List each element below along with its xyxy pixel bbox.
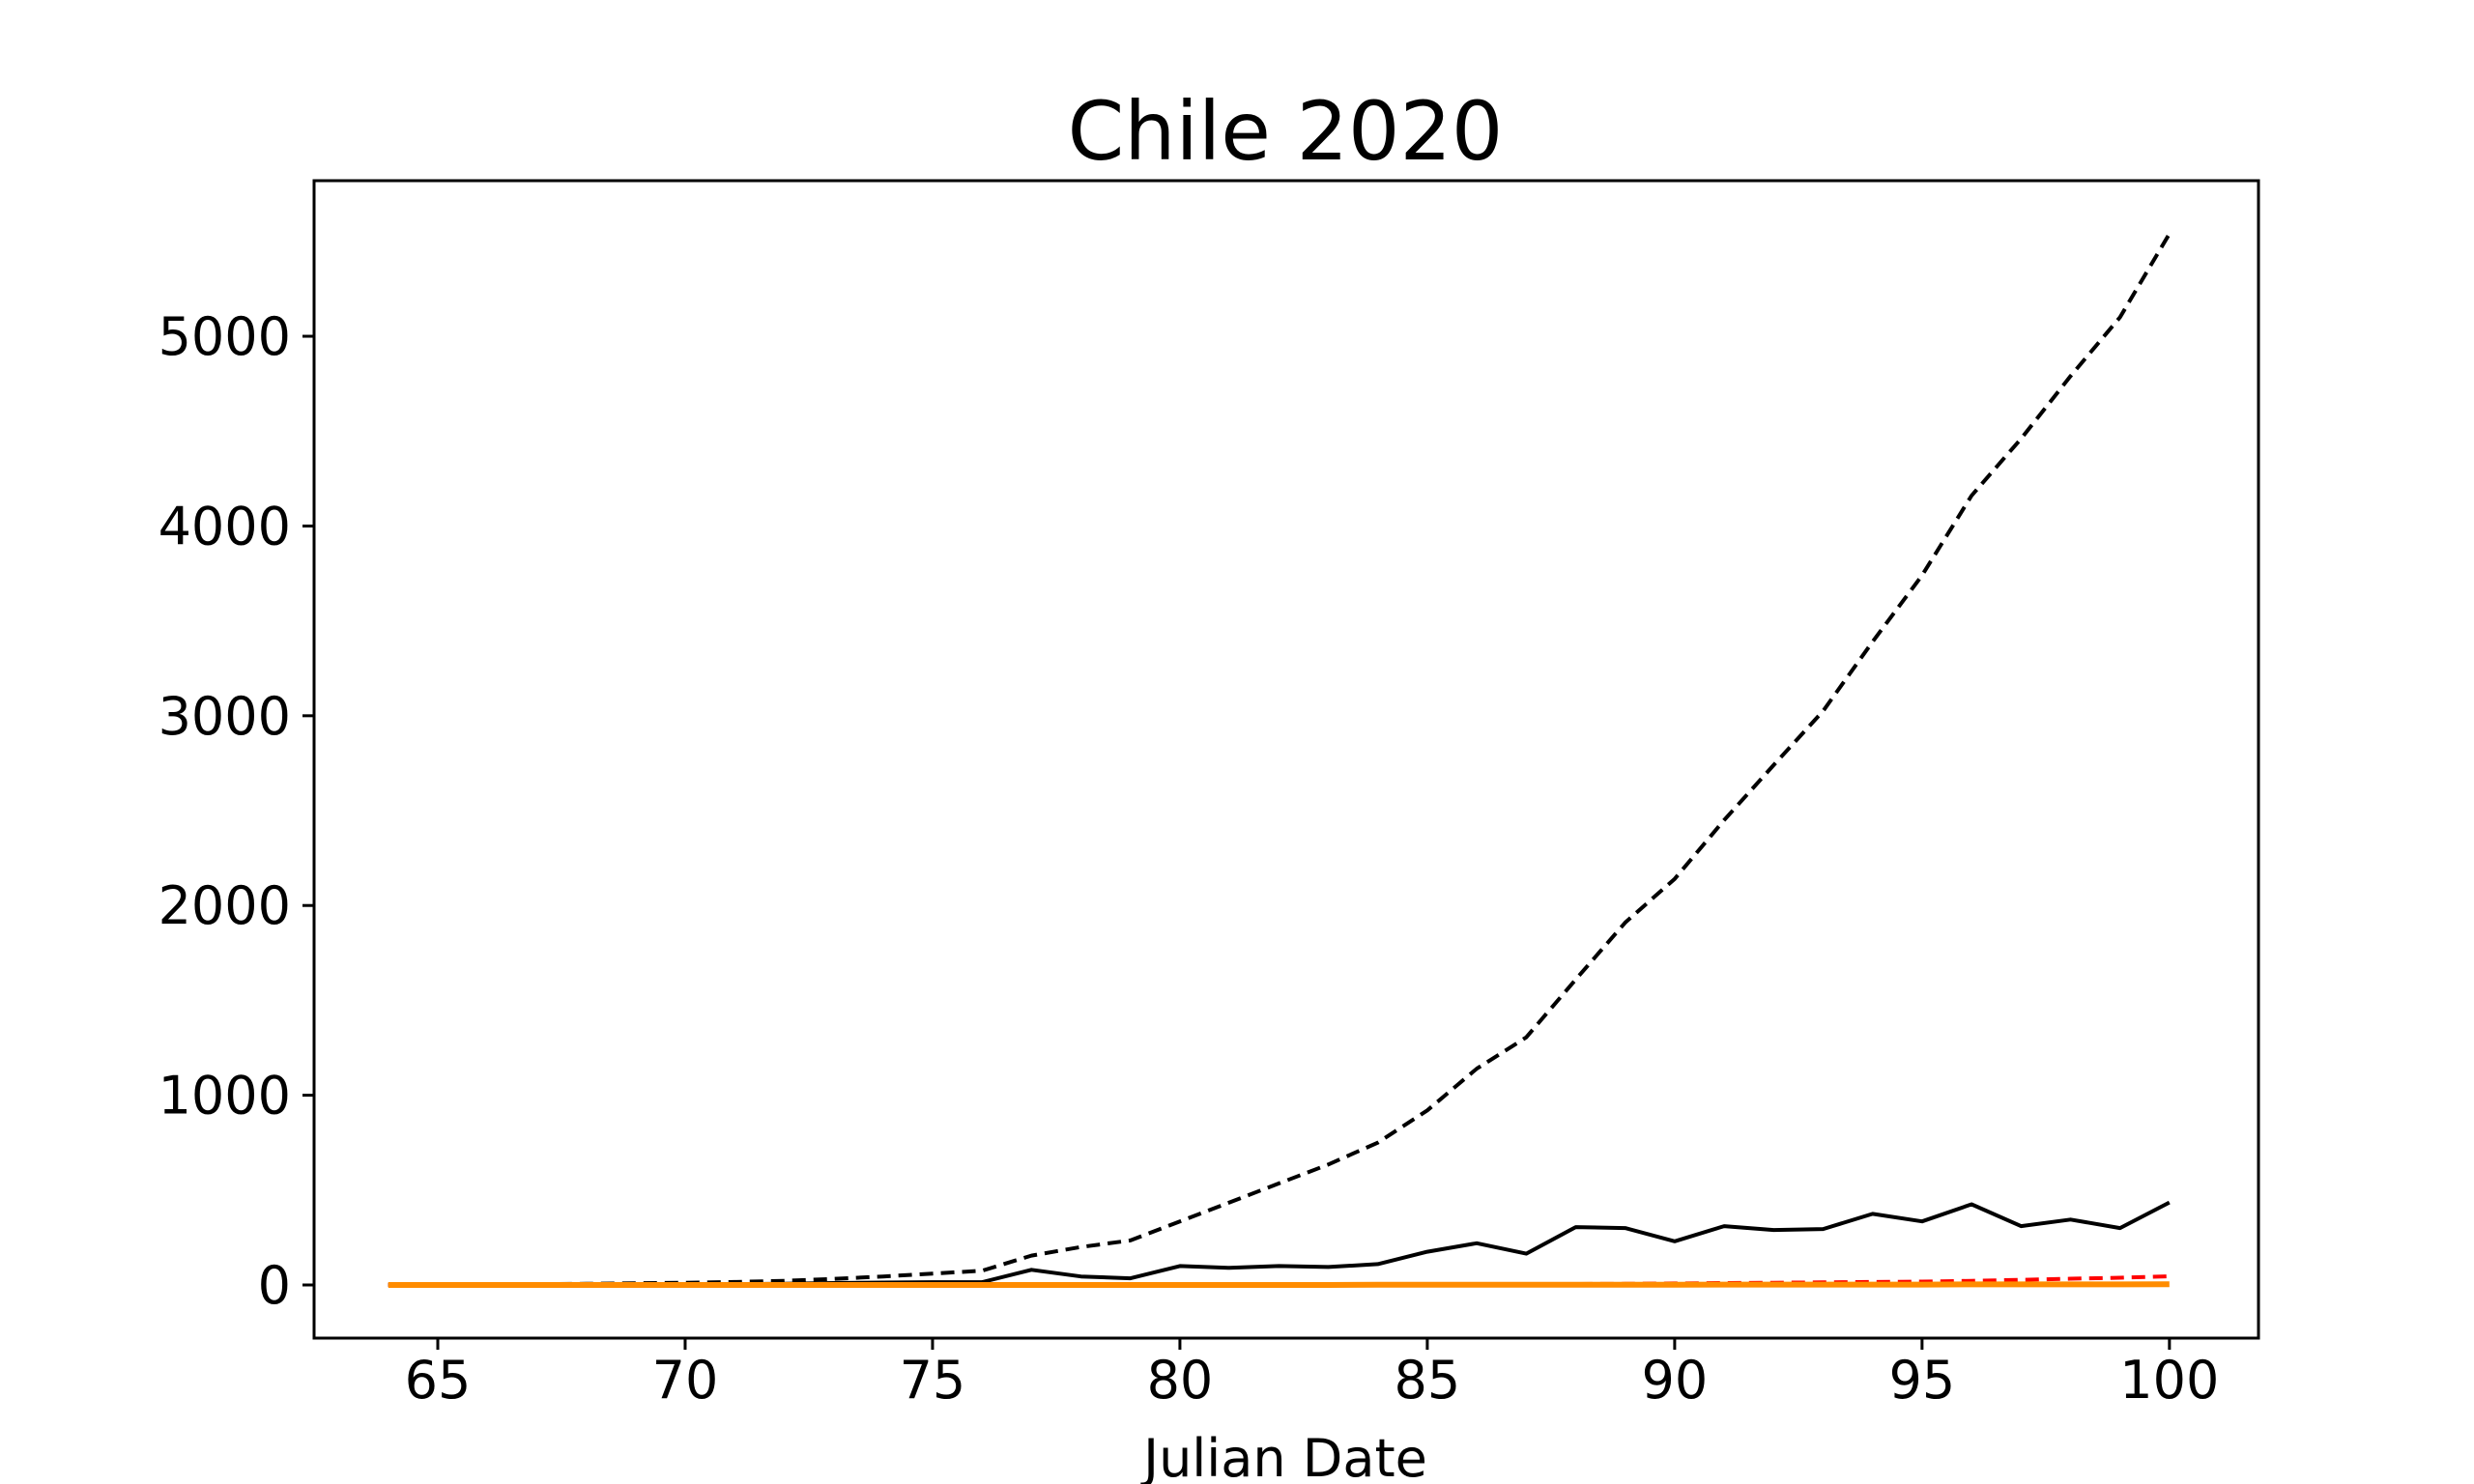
chart-title: Chile 2020 (1068, 84, 1504, 179)
y-tick-label: 4000 (158, 496, 291, 556)
x-tick-label: 85 (1395, 1350, 1461, 1411)
x-tick-label: 100 (2119, 1350, 2219, 1411)
series-line-4 (388, 1281, 2170, 1288)
x-axis: 65 70 75 80 85 90 95 100 (405, 1338, 2219, 1411)
x-tick-label: 75 (900, 1350, 966, 1411)
x-axis-label: Julian Date (1140, 1428, 1427, 1484)
y-tick-label: 2000 (158, 875, 291, 936)
series-layer (388, 232, 2172, 1288)
x-tick-label: 95 (1889, 1350, 1956, 1411)
y-axis: 0 1000 2000 3000 4000 5000 (158, 306, 314, 1316)
y-tick-label: 3000 (158, 686, 291, 747)
series-line-2 (388, 1200, 2171, 1287)
y-tick-label: 1000 (158, 1066, 291, 1127)
x-tick-label: 90 (1642, 1350, 1709, 1411)
y-tick-label: 5000 (158, 306, 291, 367)
x-tick-label: 65 (405, 1350, 472, 1411)
plot-frame (312, 179, 2260, 1340)
x-tick-label: 80 (1147, 1350, 1214, 1411)
x-tick-label: 70 (652, 1350, 719, 1411)
y-tick-label: 0 (258, 1255, 291, 1316)
series-line-1 (388, 232, 2172, 1287)
